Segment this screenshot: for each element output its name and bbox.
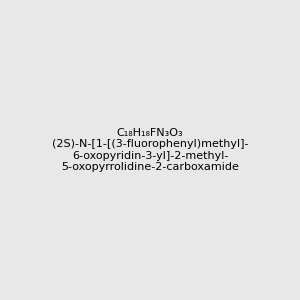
Text: C₁₈H₁₈FN₃O₃
(2S)-N-[1-[(3-fluorophenyl)methyl]-
6-oxopyridin-3-yl]-2-methyl-
5-o: C₁₈H₁₈FN₃O₃ (2S)-N-[1-[(3-fluorophenyl)m… (52, 128, 248, 172)
